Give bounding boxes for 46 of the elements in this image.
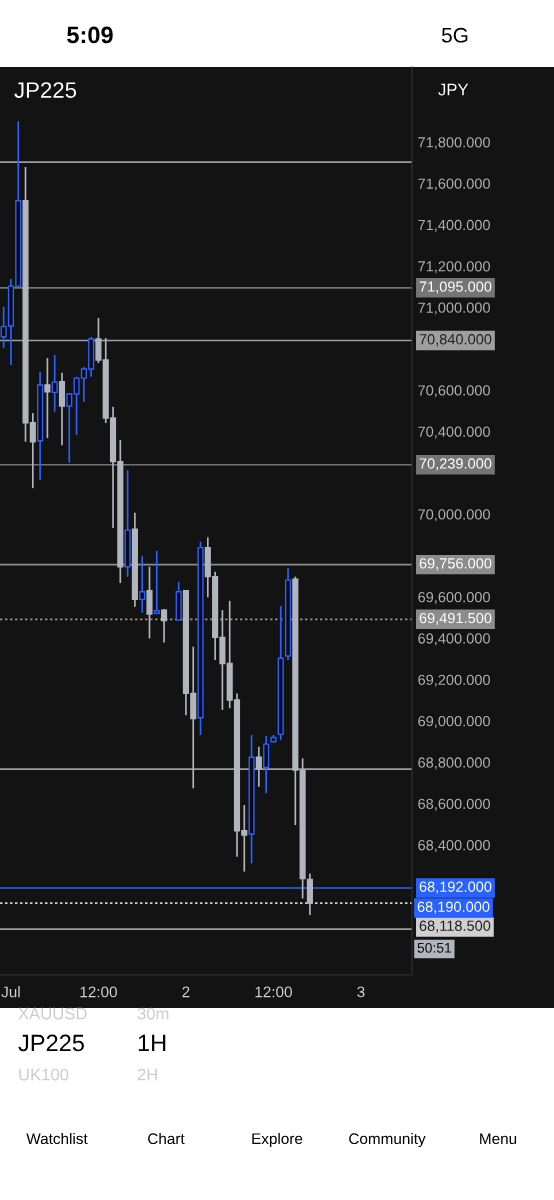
x-tick-label: 12:00 <box>255 986 292 998</box>
text: 68,190.000 <box>417 901 490 914</box>
x-tick-label: 12:00 <box>80 986 117 998</box>
candlestick <box>44 357 51 439</box>
candlestick <box>255 745 262 788</box>
ref-line-label: 68,192.000 <box>419 881 492 894</box>
candlestick <box>66 392 73 464</box>
text: JPY <box>438 83 469 96</box>
x-tick-label: Jul <box>1 986 20 998</box>
y-tick-label: 68,800.000 <box>418 757 490 770</box>
candlestick <box>263 735 270 795</box>
y-tick-label: 69,200.000 <box>418 674 490 687</box>
text: JP225 <box>14 82 77 98</box>
ref-line-label: 70,239.000 <box>419 458 492 471</box>
y-tick-label: 70,400.000 <box>418 426 490 439</box>
ref-line-label: 68,118.500 <box>419 920 491 933</box>
y-tick-label: 70,000.000 <box>418 509 490 522</box>
text: Community <box>349 1132 426 1148</box>
x-tick-label: 2 <box>182 986 190 998</box>
ref-line-label: 69,756.000 <box>419 558 492 571</box>
y-tick-label: 71,800.000 <box>418 137 490 150</box>
y-tick-label: 69,000.000 <box>418 716 490 729</box>
text: 1H <box>138 1034 166 1052</box>
candlestick <box>51 354 58 413</box>
y-tick-label: 68,400.000 <box>418 840 490 853</box>
text: 5G <box>441 27 468 43</box>
text: Chart <box>148 1132 185 1145</box>
x-tick-label: 3 <box>357 986 365 998</box>
y-tick-label: 71,600.000 <box>418 178 490 191</box>
text: Explore <box>252 1132 303 1148</box>
text: 5:09 <box>67 26 113 44</box>
y-tick-label: 71,000.000 <box>418 302 490 315</box>
text: Watchlist <box>26 1132 88 1145</box>
y-tick-label: 69,600.000 <box>418 591 490 605</box>
y-tick-label: 71,200.000 <box>418 261 490 274</box>
y-tick-label: 68,600.000 <box>418 798 490 811</box>
ref-line-label: 70,840.000 <box>419 334 492 347</box>
y-tick-label: 69,400.000 <box>418 633 490 646</box>
text: 50:51 <box>417 942 452 953</box>
y-tick-label: 71,400.000 <box>418 219 490 232</box>
text: Menu <box>480 1133 517 1145</box>
ref-line-label: 71,095.000 <box>419 281 492 294</box>
text: JP225 <box>18 1034 84 1052</box>
ref-line-label: 69,491.500 <box>419 612 492 625</box>
y-tick-label: 70,600.000 <box>418 385 490 398</box>
candlestick <box>306 872 313 916</box>
